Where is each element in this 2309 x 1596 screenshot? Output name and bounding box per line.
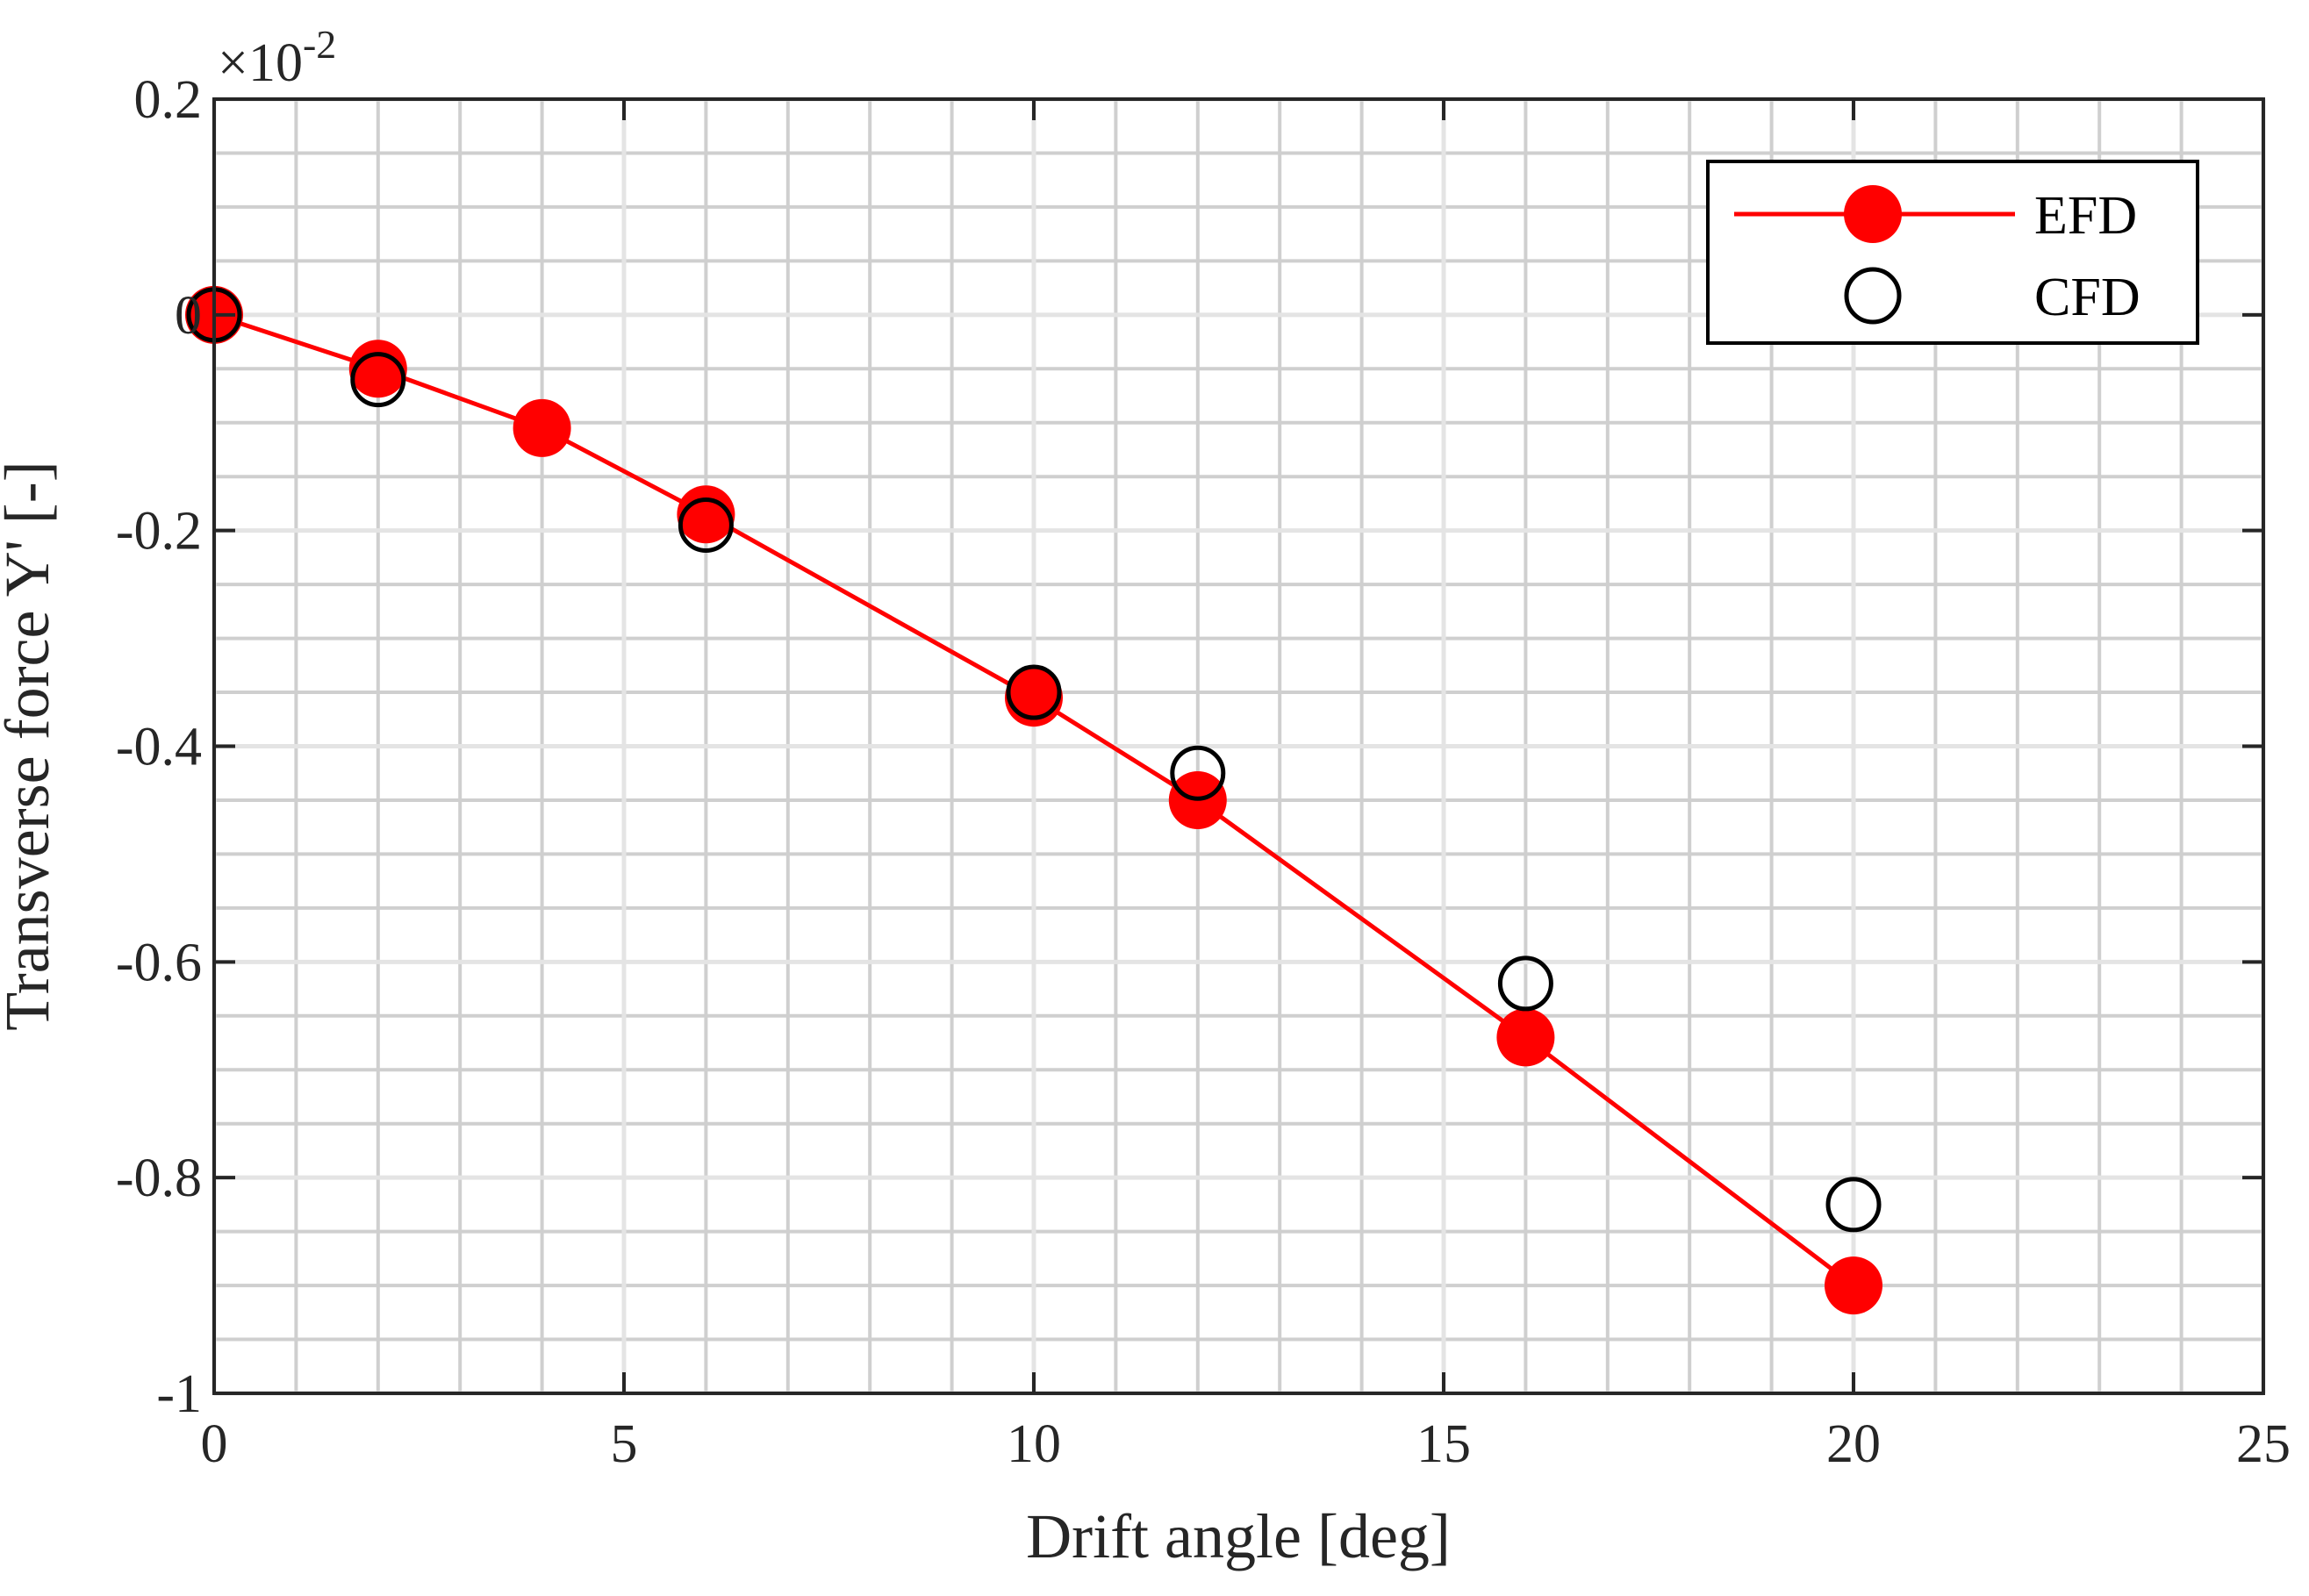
efd-point	[348, 340, 407, 398]
cfd-point	[350, 352, 406, 408]
efd-point	[513, 398, 571, 457]
y-tick-labels: -1 -0.8 -0.6 -0.4 -0.2 0 0.2	[116, 70, 202, 1424]
efd-point	[1825, 1256, 1882, 1315]
x-tick-label: 25	[2236, 1414, 2291, 1474]
y-tick-label: 0	[175, 286, 202, 346]
legend-box	[1706, 160, 2199, 345]
legend-cfd-label: CFD	[2034, 268, 2140, 327]
x-tick-labels: 0 5 10 15 20 25	[201, 1414, 2291, 1474]
legend-efd-label: EFD	[2034, 186, 2137, 246]
cfd-point	[678, 497, 734, 554]
x-tick-label: 15	[1416, 1414, 1471, 1474]
x-axis-title: Drift angle [deg]	[1026, 1501, 1451, 1571]
legend-efd-marker	[1844, 185, 1902, 243]
efd-point	[1496, 1008, 1555, 1067]
y-tick-label: -1	[156, 1364, 202, 1424]
y-tick-label: -0.8	[116, 1149, 202, 1208]
y-exponent-power: -2	[303, 22, 336, 67]
cfd-point	[1006, 664, 1062, 720]
efd-point	[677, 485, 735, 544]
y-axis-title: Transverse force Y' [-]	[0, 461, 62, 1030]
series-layer	[185, 285, 1882, 1315]
legend[interactable]: EFD CFD	[1706, 160, 2199, 345]
y-tick-label: -0.4	[116, 718, 202, 777]
cfd-point	[1825, 1177, 1882, 1233]
y-exponent-base: ×10	[218, 33, 303, 93]
legend-cfd-marker	[1844, 267, 1902, 325]
y-tick-label: -0.6	[116, 933, 202, 992]
tick-marks	[212, 97, 2265, 1395]
y-tick-label: 0.2	[134, 70, 203, 130]
y-exponent-label: ×10-2	[218, 22, 336, 93]
x-tick-label: 10	[1007, 1414, 1061, 1474]
y-tick-label: -0.2	[116, 502, 202, 562]
x-tick-label: 5	[611, 1414, 638, 1474]
x-tick-label: 20	[1826, 1414, 1881, 1474]
cfd-point	[1497, 955, 1553, 1012]
x-tick-label: 0	[201, 1414, 228, 1474]
cfd-point	[1170, 745, 1226, 801]
